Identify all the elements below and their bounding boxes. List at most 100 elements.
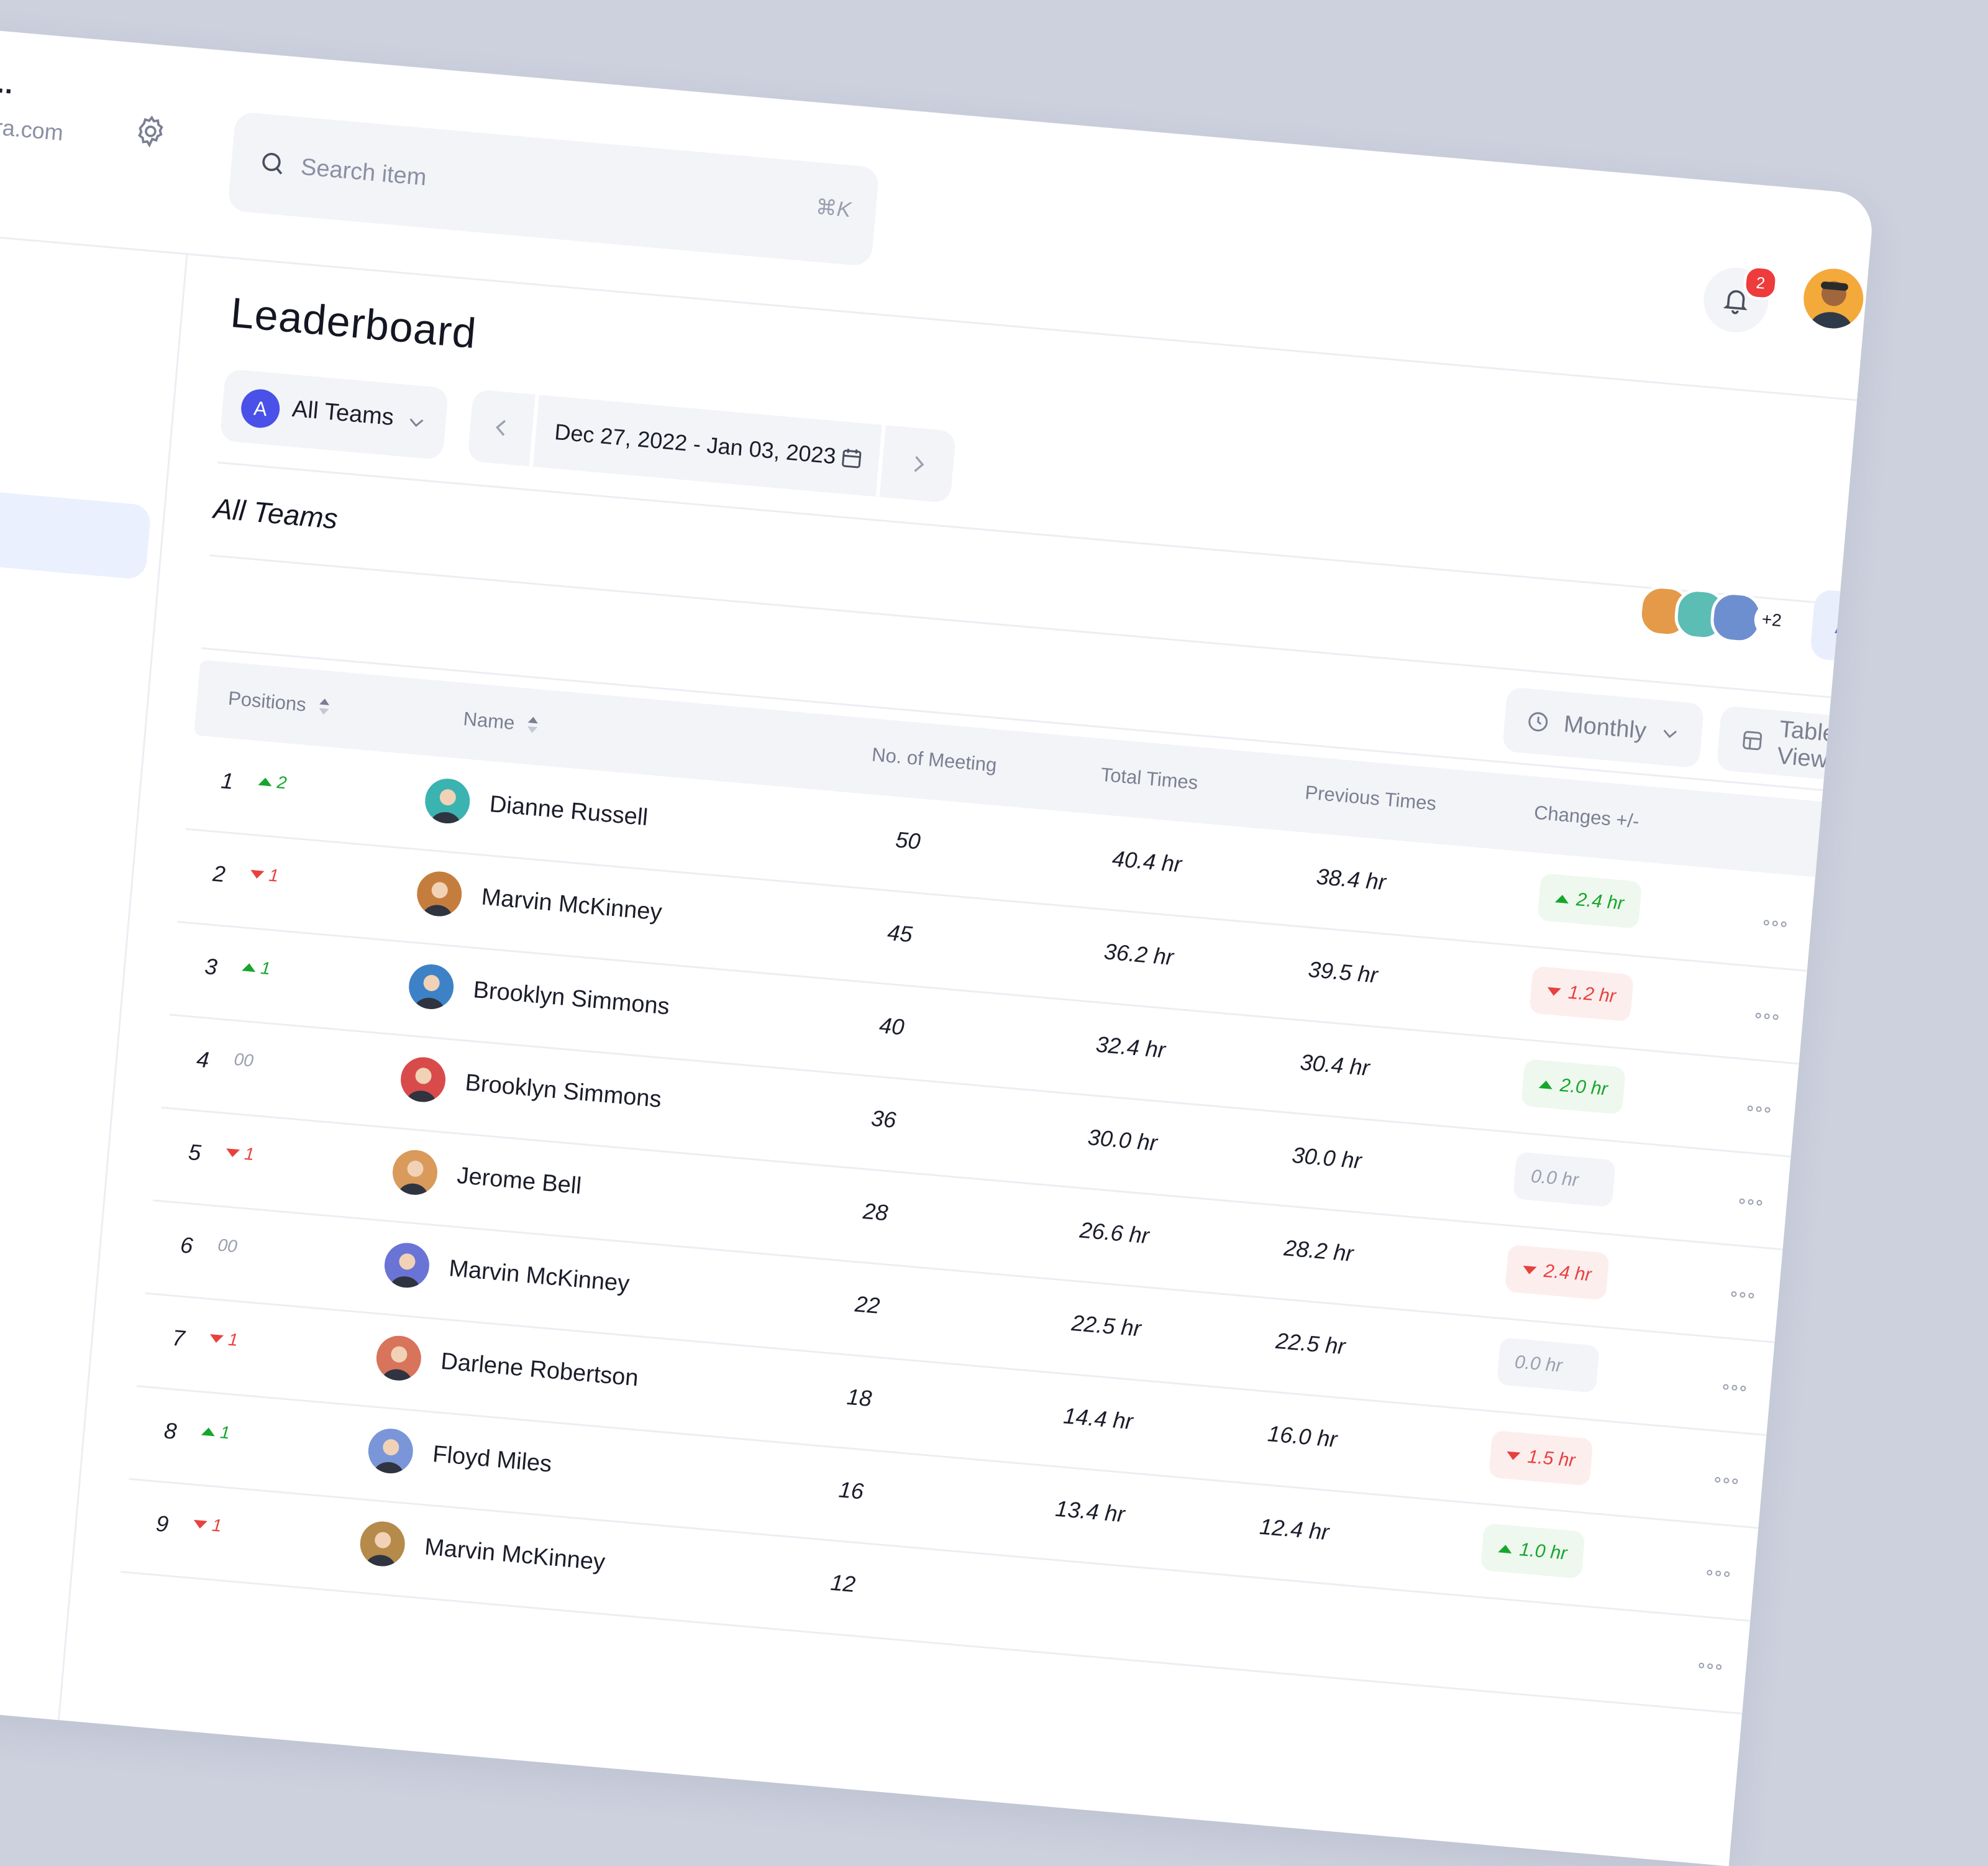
previous-time: 16.0 hr: [1266, 1420, 1339, 1452]
search-icon: [262, 153, 283, 175]
change-badge: 0.0 hr: [1513, 1151, 1616, 1207]
table-row[interactable]: 4 00 Brooklyn Simmons 36 30.0 hr 30.0 hr 0.0 h…: [161, 1013, 1876, 1265]
row-more-button[interactable]: [1728, 1283, 1758, 1306]
period-dropdown[interactable]: Monthly: [1502, 687, 1705, 769]
calendar-icon[interactable]: [838, 445, 865, 472]
avatar[interactable]: [374, 1333, 423, 1383]
table-row[interactable]: 6 00 Marvin McKinney 22 22.5 hr 22.5 hr 0.0 hr: [145, 1199, 1876, 1450]
view-label: Table View: [1776, 716, 1837, 774]
member-name[interactable]: Brooklyn Simmons: [472, 976, 671, 1020]
avatar[interactable]: [423, 777, 472, 826]
total-time: 26.6 hr: [1078, 1217, 1151, 1249]
gear-icon[interactable]: [132, 112, 170, 150]
member-name[interactable]: Jerome Bell: [455, 1162, 583, 1200]
change-value: 2.4 hr: [1575, 889, 1625, 914]
search-input[interactable]: [298, 144, 737, 227]
meeting-count: 36: [870, 1105, 898, 1133]
row-more-button[interactable]: [1712, 1468, 1741, 1492]
avatar[interactable]: [415, 869, 464, 918]
more-dots-icon: [1723, 1384, 1746, 1391]
change-value: 0.0 hr: [1530, 1166, 1580, 1191]
sidebar-active-item[interactable]: [0, 488, 152, 580]
position-number: 1: [220, 767, 235, 794]
member-name[interactable]: Darlene Robertson: [439, 1348, 640, 1392]
trend-up-icon: [1538, 1079, 1553, 1089]
row-more-button[interactable]: [1761, 911, 1790, 935]
table-row[interactable]: 7 1 Darlene Robertson 18 14.4 hr 16.0 hr 1.5 h…: [137, 1292, 1876, 1544]
position-delta-value: 2: [276, 772, 288, 793]
position-delta-value: 1: [244, 1143, 255, 1164]
positions-column-header[interactable]: Positions: [227, 687, 332, 718]
table-row[interactable]: 2 1 Marvin McKinney 45 36.2 hr 39.5 hr 1.2 hr: [177, 828, 1876, 1079]
search-bar[interactable]: ⌘K: [227, 111, 880, 267]
change-badge: 0.0 hr: [1496, 1337, 1600, 1393]
change-value: 0.0 hr: [1513, 1351, 1564, 1376]
more-dots-icon: [1698, 1662, 1722, 1670]
date-range-picker[interactable]: Dec 27, 2022 - Jan 03, 2023: [467, 389, 957, 503]
member-name[interactable]: Marvin McKinney: [423, 1534, 606, 1576]
row-more-button[interactable]: [1695, 1654, 1725, 1678]
team-selector[interactable]: A All Teams: [219, 368, 449, 460]
chevron-down-icon: [1664, 729, 1677, 738]
meeting-count: 18: [846, 1383, 873, 1412]
next-period-button[interactable]: [880, 425, 957, 503]
avatar[interactable]: [366, 1427, 415, 1476]
member-name[interactable]: Brooklyn Simmons: [464, 1069, 663, 1113]
change-badge: 1.2 hr: [1529, 966, 1634, 1022]
user-avatar[interactable]: [1801, 266, 1866, 331]
add-members-button[interactable]: Add members: [1809, 588, 1876, 679]
position-delta: 1: [225, 1142, 255, 1164]
avatar[interactable]: [390, 1148, 439, 1197]
trend-down-icon: [193, 1519, 207, 1529]
name-column-header[interactable]: Name: [462, 708, 540, 737]
more-dots-icon: [1715, 1476, 1738, 1484]
bell-icon: [1723, 290, 1748, 314]
trend-down-icon: [1506, 1451, 1521, 1461]
notifications-button[interactable]: 2: [1701, 264, 1779, 336]
positions-header-label: Positions: [227, 687, 308, 716]
change-value: 1.5 hr: [1526, 1446, 1576, 1471]
member-name[interactable]: Dianne Russell: [488, 791, 649, 831]
avatar[interactable]: [399, 1055, 448, 1104]
change-badge: 1.5 hr: [1488, 1430, 1594, 1486]
row-more-button[interactable]: [1753, 1004, 1782, 1028]
previous-time: 39.5 hr: [1307, 956, 1379, 988]
position-number: 9: [155, 1510, 170, 1537]
more-dots-icon: [1731, 1291, 1754, 1299]
table-row[interactable]: 3 1 Brooklyn Simmons 40 32.4 hr 30.4 hr 2.0 hr: [169, 920, 1876, 1172]
person-avatar-graphic: [415, 869, 464, 918]
view-dropdown[interactable]: Table View: [1716, 705, 1876, 790]
total-time: 36.2 hr: [1103, 938, 1175, 970]
trend-down-icon: [209, 1333, 224, 1343]
workspace-name[interactable]: ...: [0, 67, 15, 100]
meeting-count: 12: [829, 1569, 857, 1598]
avatar[interactable]: [382, 1241, 431, 1290]
previous-times-column-header: Previous Times: [1304, 781, 1438, 815]
member-name[interactable]: Marvin McKinney: [480, 884, 663, 926]
position-delta: 00: [233, 1050, 254, 1071]
member-name[interactable]: Floyd Miles: [431, 1441, 553, 1478]
total-time: 30.0 hr: [1087, 1124, 1159, 1156]
position-delta: 1: [241, 956, 271, 979]
change-value: 1.2 hr: [1567, 982, 1617, 1007]
chevron-right-icon: [914, 456, 924, 472]
row-more-button[interactable]: [1744, 1097, 1774, 1120]
previous-time: 30.4 hr: [1299, 1049, 1371, 1081]
table-row[interactable]: 1 2 Dianne Russell 50 40.4 hr 38.4 hr 2.4 hr: [185, 735, 1876, 986]
change-value: 2.0 hr: [1559, 1075, 1609, 1100]
position-number: 2: [211, 860, 227, 887]
table-row[interactable]: 5 1 Jerome Bell 28 26.6 hr 28.2 hr 2.4 hr: [153, 1106, 1876, 1358]
row-more-button[interactable]: [1703, 1561, 1733, 1585]
meetings-column-header: No. of Meeting: [870, 743, 998, 776]
member-avatars[interactable]: +2: [1636, 583, 1802, 647]
change-value: 2.4 hr: [1543, 1260, 1592, 1286]
previous-period-button[interactable]: [467, 389, 539, 467]
member-name[interactable]: Marvin McKinney: [447, 1255, 631, 1297]
trend-down-icon: [1546, 987, 1561, 996]
row-more-button[interactable]: [1736, 1190, 1766, 1214]
avatar[interactable]: [358, 1519, 407, 1568]
avatar[interactable]: [407, 962, 456, 1011]
row-more-button[interactable]: [1720, 1375, 1749, 1399]
meeting-count: 40: [878, 1012, 906, 1040]
position-delta: 1: [201, 1421, 230, 1443]
